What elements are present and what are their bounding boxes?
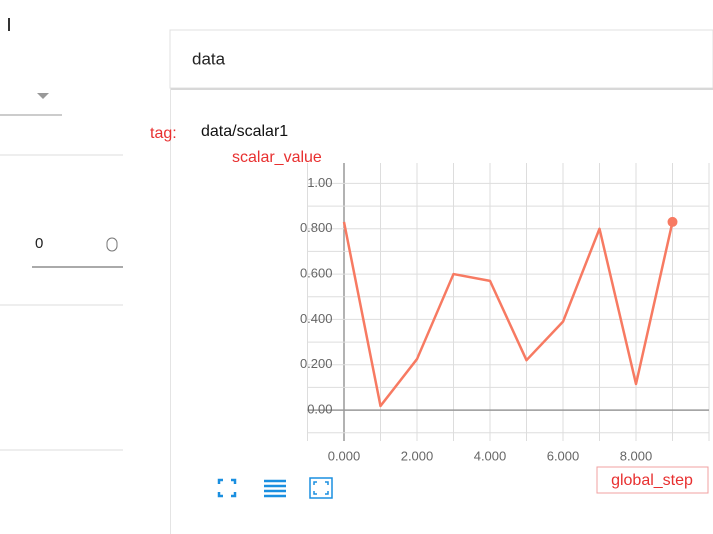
series-line — [342, 221, 674, 408]
y-tick-label: 0.400 — [300, 311, 333, 326]
x-axis-label: global_step — [611, 472, 693, 489]
y-tick-label: 0.800 — [300, 220, 333, 235]
y-tick-label: 0.600 — [300, 266, 333, 281]
x-tick-label: 0.000 — [328, 448, 361, 463]
log-icon[interactable] — [264, 479, 286, 498]
spinner[interactable] — [106, 237, 118, 252]
x-tick-label: 6.000 — [547, 448, 580, 463]
card-header[interactable] — [169, 29, 713, 89]
input-value[interactable]: 0 — [35, 235, 43, 252]
y-tick-label: 0.00 — [307, 402, 332, 417]
card-title: data — [192, 49, 226, 68]
y-tick-label: 0.200 — [300, 356, 333, 371]
tag-label: tag: — [150, 125, 177, 142]
expand-icon[interactable] — [313, 481, 329, 495]
x-tick-label: 4.000 — [474, 448, 507, 463]
sidebar-edge — [8, 18, 10, 31]
x-tick-label: 2.000 — [401, 448, 434, 463]
dropdown-arrow[interactable] — [37, 93, 49, 99]
y-axis-label: scalar_value — [232, 149, 322, 166]
hover-dot — [667, 216, 678, 227]
fit-icon[interactable] — [217, 478, 237, 498]
xlabel-box — [596, 466, 709, 494]
expand-box[interactable] — [309, 477, 333, 499]
x-tick-label: 8.000 — [620, 448, 653, 463]
y-tick-label: 1.00 — [307, 175, 332, 190]
tag: data/scalar1 — [201, 123, 288, 140]
